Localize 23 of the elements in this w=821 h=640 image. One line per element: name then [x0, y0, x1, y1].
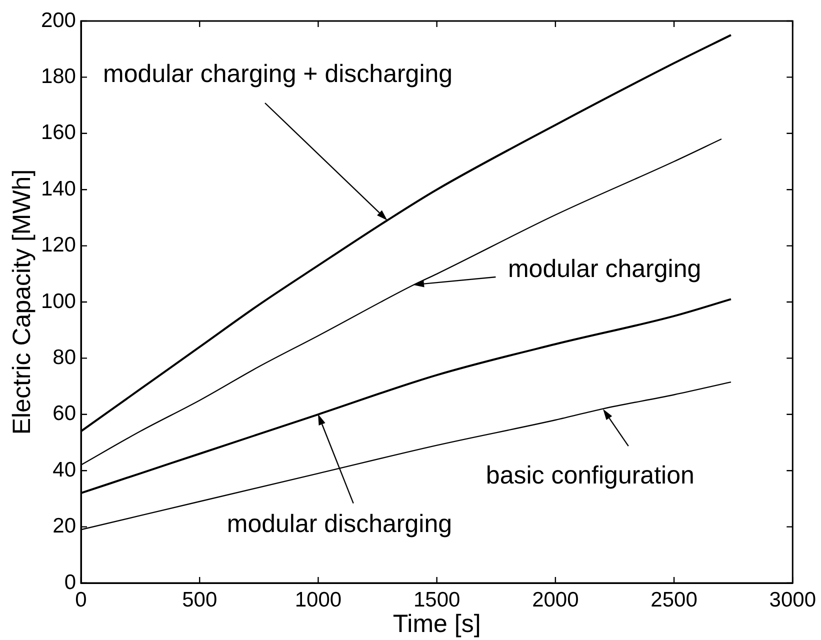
- y-tick-label: 100: [40, 290, 76, 313]
- x-axis-title: Time [s]: [392, 610, 481, 638]
- x-tick-label: 3000: [769, 588, 816, 612]
- x-tick-label: 1000: [294, 588, 342, 612]
- y-tick-label: 80: [52, 346, 76, 369]
- y-tick-label: 200: [40, 8, 76, 32]
- y-tick-label: 180: [40, 64, 76, 88]
- x-tick-label: 2000: [532, 588, 579, 612]
- y-axis-title: Electric Capacity [MWh]: [8, 169, 36, 435]
- annotation: modular discharging: [226, 510, 452, 538]
- annotation: basic configuration: [486, 462, 694, 490]
- y-tick-label: 120: [40, 234, 76, 257]
- x-tick-label: 1500: [413, 588, 460, 612]
- y-tick-label: 160: [40, 121, 76, 144]
- y-tick-label: 60: [52, 402, 76, 426]
- annotation: modular charging + discharging: [103, 60, 453, 88]
- y-tick-label: 140: [40, 177, 76, 200]
- y-tick-label: 0: [64, 570, 76, 594]
- y-tick-label: 40: [52, 458, 76, 482]
- annotation: modular charging: [508, 254, 702, 283]
- y-tick-label: 20: [52, 514, 76, 538]
- x-tick-label: 500: [182, 588, 218, 612]
- x-tick-label: 2500: [650, 588, 698, 612]
